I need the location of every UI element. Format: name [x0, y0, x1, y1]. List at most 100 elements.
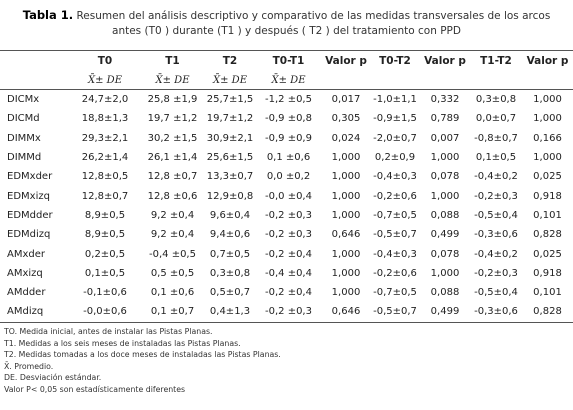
- title-text: Resumen del análisis descriptivo y compa…: [76, 10, 551, 37]
- cell: -0,1±0,6: [83, 287, 127, 299]
- cell: 0,1±0,5: [475, 152, 517, 164]
- cell: 0,1 ±0,7: [140, 302, 205, 323]
- cell: -0,5±0,7: [370, 302, 420, 323]
- cell: 0,789: [430, 113, 460, 125]
- cell: -0,9±1,5: [373, 113, 417, 125]
- data-row: AMxder 0,2±0,5 -0,4 ±0,5 0,7±0,5 -0,2 ±0,4 1,…: [0, 244, 573, 263]
- cell: 8,9±0,5: [84, 229, 126, 241]
- cell: -0,2±0,6: [373, 267, 417, 279]
- cell: 0,499: [420, 302, 470, 323]
- row-label: AMdder: [7, 287, 46, 299]
- data-row: AMdizq -0,0±0,6 0,1 ±0,7 0,4±1,3 -0,2 ±0,3 0,…: [0, 302, 573, 323]
- subheader-cell: X̄± DE: [205, 71, 255, 90]
- data-row: AMxizq 0,1±0,5 0,5 ±0,5 0,3±0,8 -0,4 ±0,4 1,0…: [0, 264, 573, 283]
- cell: 12,8±0,7: [81, 190, 129, 202]
- cell: -0,5±0,7: [373, 229, 417, 241]
- cell: -0,2±0,3: [474, 190, 518, 202]
- cell: 1,000: [331, 171, 361, 183]
- cell: 9,2 ±0,4: [150, 209, 195, 221]
- cell: 8,9±0,5: [84, 209, 126, 221]
- cell: 19,7±1,2: [206, 113, 254, 125]
- title-label: Tabla 1.: [22, 8, 74, 22]
- cell: -0,5±0,4: [474, 209, 518, 221]
- cell: 18,8±1,3: [81, 113, 129, 125]
- cell: 0,5 ±0,5: [150, 267, 195, 279]
- cell: -0,4±0,2: [474, 248, 518, 260]
- row-label: EDMxizq: [7, 190, 50, 202]
- cell: -0,4 ±0,5: [149, 248, 196, 260]
- cell: 0,828: [533, 229, 562, 241]
- cell: -0,4 ±0,4: [265, 267, 312, 279]
- subheader-cell: [420, 71, 470, 90]
- cell: -0,2 ±0,4: [265, 287, 312, 299]
- cell: -0,2 ±0,3: [265, 229, 312, 241]
- cell: 0,101: [533, 287, 562, 299]
- header-cell: Valor p: [420, 50, 470, 71]
- cell: -0,2 ±0,3: [265, 209, 312, 221]
- cell: -0,4±0,3: [373, 248, 417, 260]
- cell: 0,646: [331, 229, 361, 241]
- cell: 9,4±0,6: [209, 229, 251, 241]
- cell: -1,2 ±0,5: [265, 94, 312, 106]
- cell: 1,000: [430, 267, 460, 279]
- cell: 24,7±2,0: [81, 94, 129, 106]
- cell: 1,000: [430, 190, 460, 202]
- data-row: EDMdizq 8,9±0,5 9,2 ±0,4 9,4±0,6 -0,2 ±0,3 0,…: [0, 225, 573, 244]
- title: Tabla 1. Resumen del análisis descriptiv…: [10, 8, 563, 39]
- cell: 0,025: [533, 171, 562, 183]
- cell: 1,000: [533, 113, 562, 125]
- cell: -0,3±0,6: [474, 229, 518, 241]
- cell: 0,305: [331, 113, 361, 125]
- data-row: AMdder -0,1±0,6 0,1 ±0,6 0,5±0,7 -0,2 ±0,4 1,…: [0, 283, 573, 302]
- header-cell: [0, 50, 70, 71]
- cell: -0,2 ±0,3: [255, 302, 322, 323]
- cell: 0,007: [430, 132, 460, 144]
- cell: 0,078: [430, 171, 460, 183]
- cell: 1,000: [331, 267, 361, 279]
- header-cell: Valor p: [522, 50, 573, 71]
- cell: 1,000: [331, 152, 361, 164]
- cell: 0,088: [430, 209, 460, 221]
- cell: 0,025: [533, 248, 562, 260]
- cell: -0,2±0,3: [474, 267, 518, 279]
- cell: 0,166: [533, 132, 562, 144]
- cell: -2,0±0,7: [373, 132, 417, 144]
- cell: 25,7±1,5: [206, 94, 254, 106]
- subheader-cell: [322, 71, 370, 90]
- subheader-cell: X̄± DE: [255, 71, 322, 90]
- cell: 0,0 ±0,2: [266, 171, 311, 183]
- row-label: DICMd: [7, 113, 40, 125]
- row-label: AMxizq: [7, 267, 43, 279]
- header-cell: Valor p: [322, 50, 370, 71]
- cell: 1,000: [430, 152, 460, 164]
- note: T1. Medidas a los seis meses de instalad…: [4, 338, 241, 348]
- row-label: EDMdder: [7, 209, 53, 221]
- row-label: DIMMx: [7, 132, 41, 144]
- cell: -0,0±0,6: [70, 302, 140, 323]
- cell: 25,6±1,5: [206, 152, 254, 164]
- header-cell: T0-T1: [255, 50, 322, 71]
- data-row: EDMxizq 12,8±0,7 12,8 ±0,6 12,9±0,8 -0,0 ±0,…: [0, 186, 573, 205]
- row-label: AMxder: [7, 248, 45, 260]
- cell: 1,000: [331, 248, 361, 260]
- cell: -0,2±0,6: [373, 190, 417, 202]
- cell: -0,2 ±0,4: [265, 248, 312, 260]
- cell: -0,8±0,7: [474, 132, 518, 144]
- cell: 0,3±0,8: [209, 267, 251, 279]
- cell: 26,2±1,4: [81, 152, 129, 164]
- row-label: AMdizq: [0, 302, 70, 323]
- cell: -0,3±0,6: [470, 302, 522, 323]
- cell: -0,7±0,5: [373, 287, 417, 299]
- header-cell: T2: [205, 50, 255, 71]
- note: T2. Medidas tomadas a los doce meses de …: [4, 350, 281, 360]
- data-row: EDMxder 12,8±0,5 12,8 ±0,7 13,3±0,7 0,0 ±0,2…: [0, 167, 573, 186]
- header-row: T0 T1 T2 T0-T1 Valor p T0-T2 Valor p T1-T2 Valor…: [0, 50, 573, 71]
- cell: 9,6±0,4: [209, 209, 251, 221]
- cell: -0,9 ±0,8: [265, 113, 312, 125]
- cell: 0,2±0,5: [84, 248, 126, 260]
- note: DE. Desviación estándar.: [4, 373, 102, 383]
- cell: 0,918: [533, 190, 562, 202]
- cell: 1,000: [331, 209, 361, 221]
- cell: 0,0±0,7: [475, 113, 517, 125]
